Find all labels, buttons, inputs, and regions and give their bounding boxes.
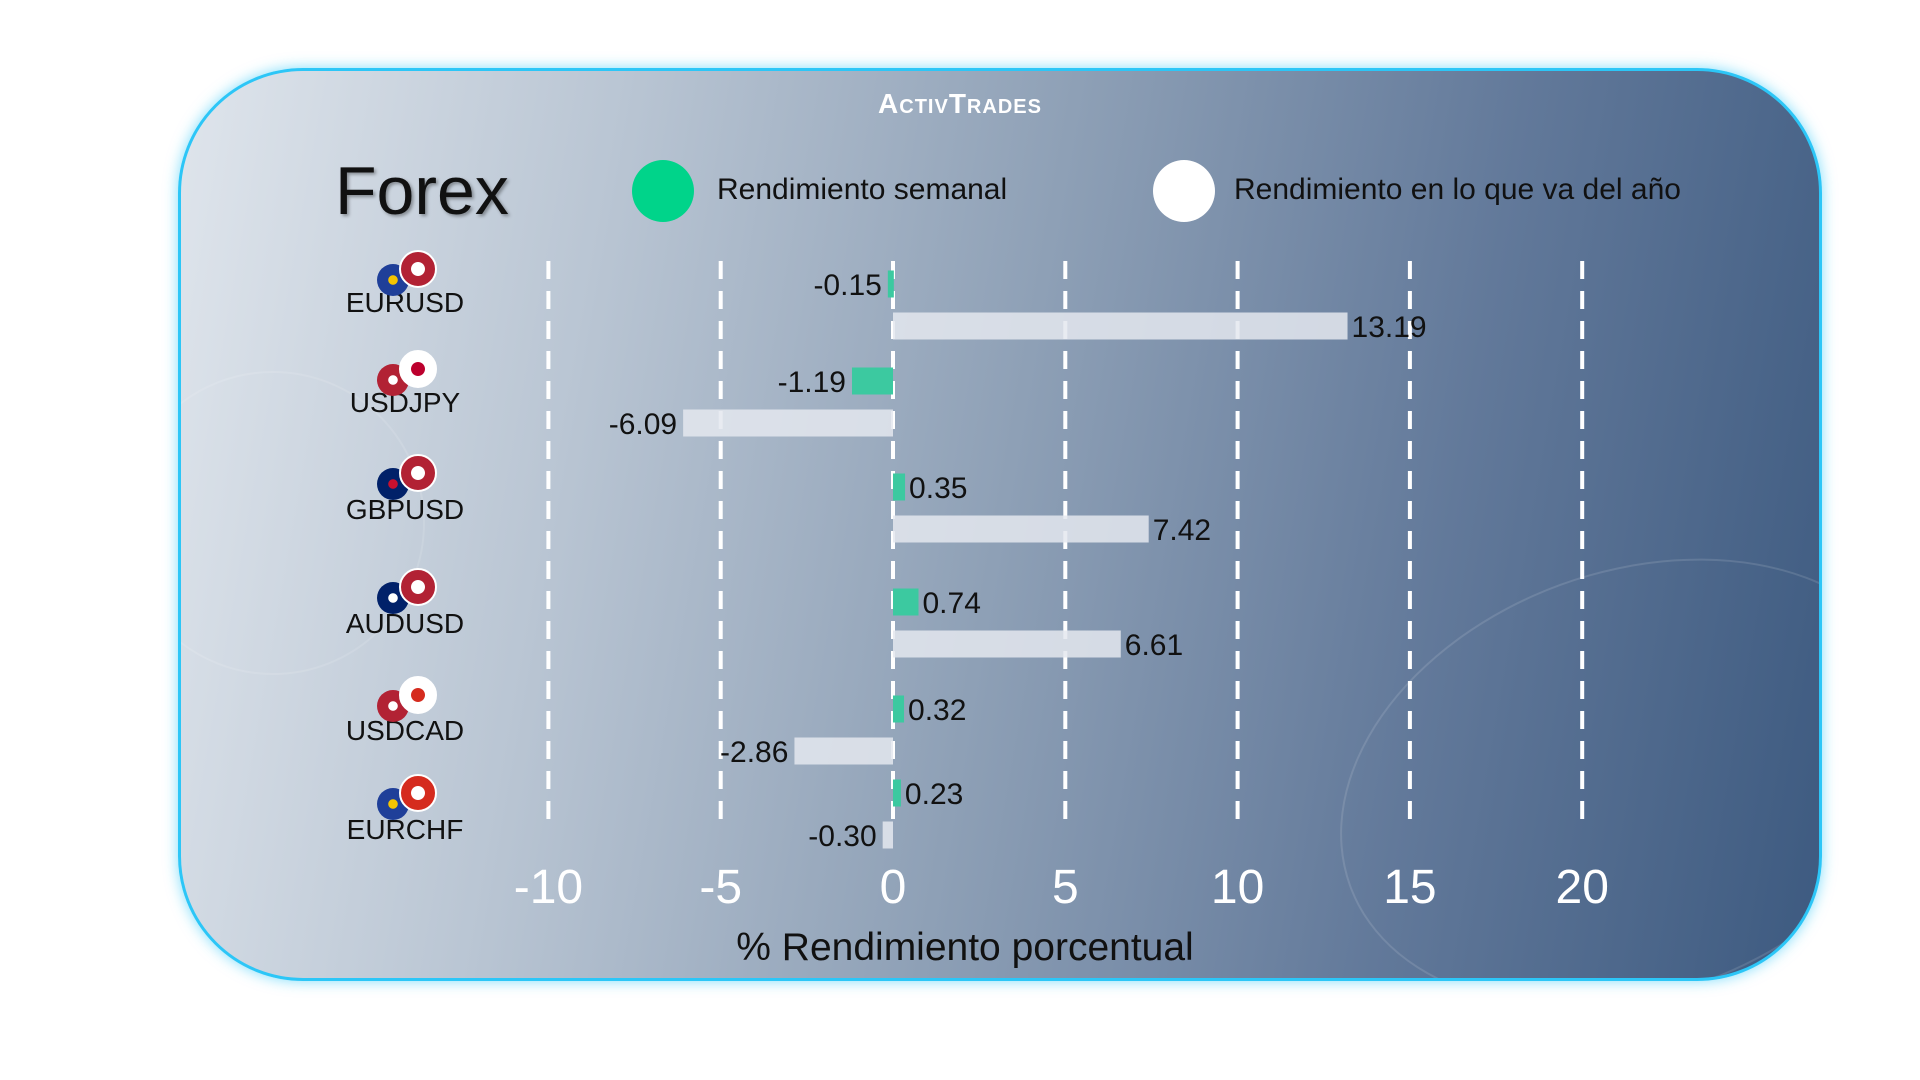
- x-tick-label: 5: [1052, 861, 1079, 914]
- weekly-bar: [893, 695, 905, 723]
- weekly-value-label: 0.35: [909, 472, 967, 505]
- ca-flag-icon: [399, 676, 437, 714]
- flag-pair-icon: [377, 454, 437, 500]
- ytd-value-label: -0.30: [808, 820, 876, 853]
- legend-ytd-swatch: [1153, 160, 1215, 222]
- x-tick-label: -5: [699, 861, 742, 914]
- flag-pair-icon: [377, 676, 437, 722]
- ytd-value-label: -6.09: [609, 408, 677, 441]
- jp-flag-icon: [399, 350, 437, 388]
- weekly-value-label: -0.15: [813, 269, 881, 302]
- flag-pair-icon: [377, 568, 437, 614]
- pair-label-usdjpy: USDJPY: [349, 387, 461, 418]
- pair-label-audusd: AUDUSD: [345, 608, 465, 639]
- weekly-value-label: -1.19: [778, 366, 846, 399]
- us-flag-icon: [399, 250, 437, 288]
- x-tick-label: 20: [1556, 861, 1609, 914]
- weekly-bar: [893, 473, 906, 501]
- ytd-bar: [683, 409, 893, 437]
- pair-label-usdcad: USDCAD: [345, 715, 465, 746]
- flag-pair-icon: [377, 774, 437, 820]
- flag-pair-icon: [377, 250, 437, 296]
- pair-label-eurusd: EURUSD: [345, 287, 465, 318]
- legend-weekly-label: Rendimiento semanal: [717, 173, 1008, 206]
- ytd-value-label: 7.42: [1153, 514, 1211, 547]
- ytd-bar: [893, 630, 1121, 658]
- ytd-bar: [882, 821, 893, 849]
- legend-weekly-swatch: [632, 160, 694, 222]
- chart-title: Forex: [335, 153, 509, 229]
- weekly-bar: [851, 367, 893, 395]
- weekly-value-label: 0.32: [908, 694, 966, 727]
- ytd-bar: [794, 737, 893, 765]
- x-tick-label: -10: [514, 861, 583, 914]
- weekly-value-label: 0.74: [923, 587, 981, 620]
- activtrades-logo: ActivTrades: [878, 88, 1042, 119]
- weekly-bar: [893, 588, 919, 616]
- flag-pair-icon: [377, 350, 437, 396]
- weekly-value-label: 0.23: [905, 778, 963, 811]
- us-flag-icon: [399, 568, 437, 606]
- ytd-bar: [893, 312, 1348, 340]
- ytd-value-label: 6.61: [1125, 629, 1183, 662]
- weekly-bar: [887, 270, 894, 298]
- x-axis-title: % Rendimiento porcentual: [736, 926, 1193, 969]
- ytd-value-label: 13.19: [1352, 311, 1427, 344]
- ytd-bar: [893, 515, 1149, 543]
- weekly-bar: [893, 779, 901, 807]
- ytd-value-label: -2.86: [720, 736, 788, 769]
- pair-label-eurchf: EURCHF: [346, 814, 464, 845]
- x-tick-label: 10: [1211, 861, 1264, 914]
- x-tick-label: 0: [880, 861, 907, 914]
- legend-ytd-label: Rendimiento en lo que va del año: [1234, 173, 1681, 206]
- us-flag-icon: [399, 454, 437, 492]
- pair-label-gbpusd: GBPUSD: [345, 494, 465, 525]
- x-tick-label: 15: [1383, 861, 1436, 914]
- ch-flag-icon: [399, 774, 437, 812]
